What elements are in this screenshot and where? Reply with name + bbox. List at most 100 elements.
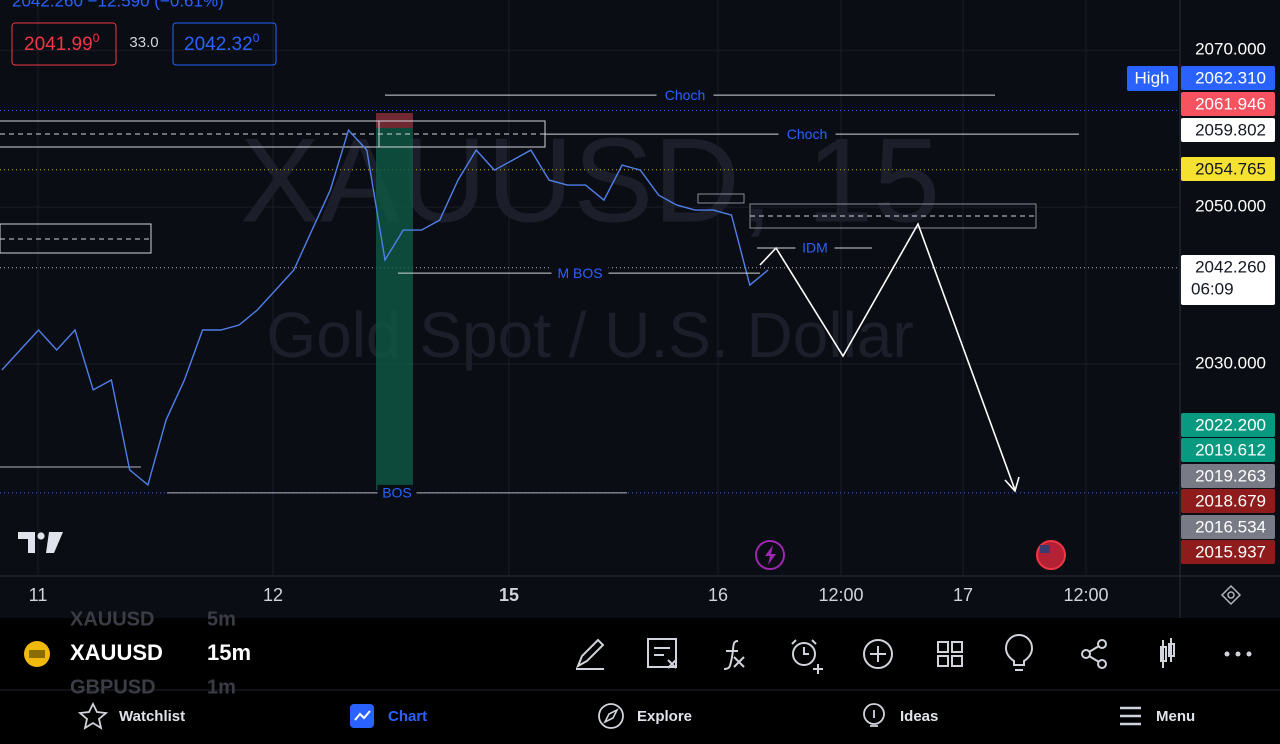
high-tag: High <box>1135 68 1170 87</box>
profit-zone <box>376 128 413 490</box>
logo-part <box>46 532 63 553</box>
price-label-bg <box>1181 489 1275 513</box>
toolbar-bg <box>0 618 1280 744</box>
price-label: 2016.534 <box>1195 517 1266 536</box>
x-tick-label: 11 <box>29 585 48 605</box>
add-tool[interactable] <box>863 639 893 669</box>
label-bg <box>377 484 417 501</box>
next-symbol[interactable]: GBPUSD <box>70 676 156 698</box>
nav-label[interactable]: Chart <box>388 708 427 725</box>
ideas-tool[interactable] <box>1004 634 1034 671</box>
price-label-bg <box>1181 157 1275 181</box>
buy-sup: 0 <box>253 31 260 45</box>
y-tick-label: 2070.000 <box>1195 40 1266 59</box>
dot <box>1224 651 1230 657</box>
ideas-detail <box>870 710 878 727</box>
spread: 33.0 <box>129 34 158 51</box>
interval[interactable]: 15m <box>207 640 251 665</box>
next-interval[interactable]: 1m <box>207 676 236 698</box>
price-label: 2015.937 <box>1195 542 1266 561</box>
zone-box <box>0 223 152 254</box>
nav-label[interactable]: Ideas <box>900 708 938 725</box>
price-label-bg <box>1181 413 1275 437</box>
x-tick-label: 15 <box>499 585 519 605</box>
level-label: IDM <box>802 240 828 256</box>
price-label: 2059.802 <box>1195 120 1266 139</box>
price-label-bg <box>1181 540 1275 564</box>
price-label-bg <box>1181 255 1275 305</box>
price-label: 2018.679 <box>1195 491 1266 510</box>
tool-icons <box>576 634 1175 674</box>
price-path <box>1 128 769 487</box>
layout-tool[interactable] <box>937 641 963 667</box>
add-detail <box>870 646 886 662</box>
dot <box>1246 651 1252 657</box>
symbol[interactable]: XAUUSD <box>70 640 163 665</box>
nav-label[interactable]: Explore <box>637 708 692 725</box>
price-label-bg <box>1181 118 1275 142</box>
share-tool[interactable] <box>1081 649 1091 659</box>
sell-sup: 0 <box>93 31 100 45</box>
buy-button[interactable] <box>172 22 277 66</box>
flag-canton <box>1040 545 1050 553</box>
watchlist-icon[interactable] <box>77 701 109 730</box>
x-tick-label: 12:00 <box>1063 585 1108 605</box>
ideas-icon[interactable] <box>863 703 885 725</box>
more-menu[interactable] <box>1224 651 1252 657</box>
nav-label[interactable]: Watchlist <box>119 708 185 725</box>
explore-icon[interactable] <box>598 703 624 729</box>
dot <box>1235 651 1241 657</box>
price-label: 2019.263 <box>1195 466 1266 485</box>
settings-icon[interactable] <box>1220 584 1242 606</box>
label-bg <box>656 87 714 104</box>
sell-value: 2041.99 <box>24 34 93 55</box>
price-label: 2054.765 <box>1195 159 1266 178</box>
price-label: 2061.946 <box>1195 94 1266 113</box>
price-label-bg <box>1181 92 1275 116</box>
label-bg <box>551 265 609 282</box>
y-tick-label: 2050.000 <box>1195 197 1266 216</box>
event-bolt <box>765 545 776 565</box>
draw-tool[interactable] <box>576 638 605 670</box>
level-label: BOS <box>382 485 412 501</box>
candle-tool[interactable] <box>1160 638 1175 668</box>
y-tick-label: 2030.000 <box>1195 353 1266 372</box>
menu-icon[interactable] <box>1120 706 1141 726</box>
alert-detail <box>791 639 823 674</box>
sell-button[interactable] <box>11 22 117 66</box>
price-label: 2042.260 <box>1195 257 1266 276</box>
x-tick-label: 16 <box>708 585 728 605</box>
share-node <box>1097 639 1107 649</box>
buy-price[interactable]: 2042.320 <box>184 31 260 55</box>
price-label: 2062.310 <box>1195 68 1266 87</box>
price-label-bg <box>1181 66 1275 90</box>
sell-price[interactable]: 2041.990 <box>24 31 100 55</box>
label-bg <box>795 240 835 257</box>
zone-box <box>697 193 745 204</box>
gold-bar <box>29 650 45 658</box>
countdown: 06:09 <box>1191 279 1234 298</box>
x-tick-label: 12 <box>263 585 283 605</box>
event-icon[interactable] <box>755 540 785 570</box>
logo <box>18 532 63 553</box>
prev-symbol[interactable]: XAUUSD <box>70 608 154 630</box>
watermark: XAUUSD, 15 Gold Spot / U.S. Dollar <box>240 114 940 371</box>
quote: 2042.260 −12.590 (−0.61%) <box>12 0 224 10</box>
level-label: Choch <box>787 126 827 142</box>
nav-label[interactable]: Menu <box>1156 708 1195 725</box>
price-label-bg <box>1181 438 1275 462</box>
projection-arrow <box>1004 476 1020 493</box>
fx-tool[interactable] <box>723 640 745 670</box>
share-node <box>1097 659 1107 669</box>
chart-icon-line <box>354 710 371 721</box>
high-tag-bg <box>1127 66 1178 91</box>
chart-bg <box>0 0 1280 618</box>
indicator-tool[interactable] <box>647 638 677 669</box>
label-bg <box>778 126 836 143</box>
price-label-bg <box>1181 464 1275 488</box>
alert-tool[interactable] <box>792 642 816 666</box>
prev-interval[interactable]: 5m <box>207 608 236 630</box>
logo-part <box>37 532 45 540</box>
